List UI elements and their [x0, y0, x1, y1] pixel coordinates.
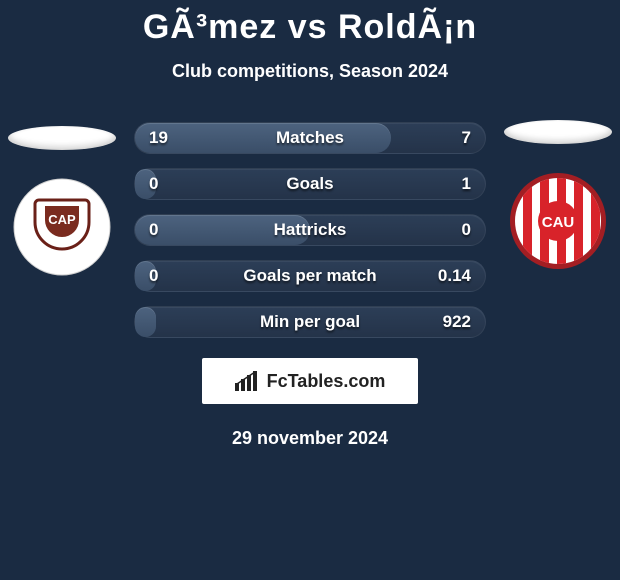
comparison-container: GÃ³mez vs RoldÃ¡n Club competitions, Sea…	[0, 0, 620, 449]
footer-date: 29 november 2024	[232, 428, 388, 449]
stat-bar: 0 Hattricks 0	[134, 214, 486, 246]
team-badge-left[interactable]: CAP	[13, 178, 111, 276]
stat-value-left: 0	[149, 266, 158, 286]
page-subtitle: Club competitions, Season 2024	[0, 61, 620, 82]
stat-value-right: 1	[462, 174, 471, 194]
stat-bar: 19 Matches 7	[134, 122, 486, 154]
page-title: GÃ³mez vs RoldÃ¡n	[0, 8, 620, 47]
right-column: CAU	[498, 122, 618, 270]
stat-value-right: 0	[462, 220, 471, 240]
stat-value-left: 0	[149, 220, 158, 240]
player-placeholder-right	[504, 120, 612, 144]
bar-chart-icon	[235, 371, 261, 391]
svg-text:CAP: CAP	[48, 212, 76, 227]
left-column: CAP	[2, 122, 122, 276]
stats-column: 19 Matches 7 0 Goals 1 0 Hattricks 0 0 Goals per m…	[122, 122, 498, 338]
brand-box[interactable]: FcTables.com	[202, 358, 418, 404]
stat-bar: 0 Goals 1	[134, 168, 486, 200]
player-placeholder-left	[8, 126, 116, 150]
stat-label: Hattricks	[274, 220, 347, 240]
stat-value-left: 19	[149, 128, 168, 148]
stat-bar-fill	[135, 307, 156, 337]
stat-label: Min per goal	[260, 312, 360, 332]
footer: FcTables.com 29 november 2024	[0, 358, 620, 449]
stat-label: Matches	[276, 128, 344, 148]
union-badge-icon: CAU	[509, 172, 607, 270]
stat-bar: Min per goal 922	[134, 306, 486, 338]
main-row: CAP 19 Matches 7 0 Goals 1 0 Hattricks 0 0 Goals p…	[0, 122, 620, 338]
stat-value-right: 0.14	[438, 266, 471, 286]
stat-bar-fill	[135, 123, 391, 153]
stat-value-right: 922	[443, 312, 471, 332]
brand-text: FcTables.com	[267, 371, 386, 392]
stat-value-left: 0	[149, 174, 158, 194]
svg-text:CAU: CAU	[542, 214, 575, 231]
stat-value-right: 7	[462, 128, 471, 148]
stat-bar: 0 Goals per match 0.14	[134, 260, 486, 292]
stat-label: Goals per match	[243, 266, 376, 286]
stat-label: Goals	[286, 174, 333, 194]
team-badge-right[interactable]: CAU	[509, 172, 607, 270]
platense-badge-icon: CAP	[13, 178, 111, 276]
